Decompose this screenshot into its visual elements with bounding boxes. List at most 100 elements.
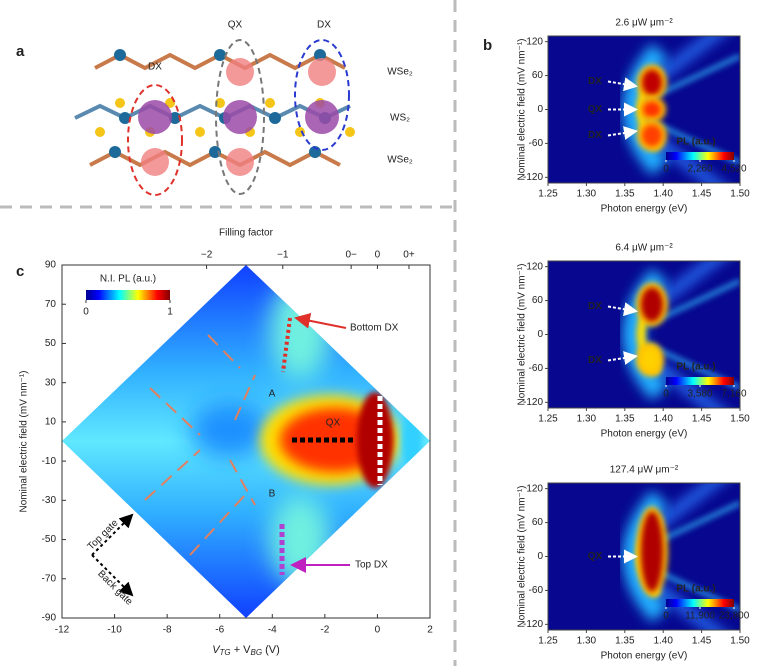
guide-line [149, 387, 201, 436]
y-axis-label: Nominal electric field (mV nm⁻¹) [517, 486, 528, 628]
x-axis-label-part: + V [231, 644, 252, 656]
top-axis-label: Filling factor [219, 228, 274, 239]
y-tick-label: 70 [45, 299, 57, 310]
annotation-arrow [294, 312, 347, 329]
y-tick-label: -60 [529, 585, 544, 596]
colorbar [86, 290, 170, 300]
x-axis-label-part: TG [220, 648, 231, 657]
x-tick-label: 1.45 [692, 189, 712, 200]
panel-label: a [16, 43, 25, 60]
x-tick-label: 1.30 [577, 189, 597, 200]
colorbar [666, 599, 734, 607]
x-axis-label-part: (V) [262, 644, 280, 656]
exciton-label: DX [588, 76, 602, 87]
exciton-label: QX [588, 104, 603, 115]
colorbar-tick-label: 23,800 [719, 611, 750, 622]
y-tick-label: 60 [532, 295, 544, 306]
top-tick-label: −2 [201, 250, 213, 261]
y-tick-label: 60 [532, 70, 544, 81]
heatmap-feature [270, 280, 330, 380]
plot-title: 6.4 μW μm⁻² [615, 243, 673, 254]
x-axis-label-part: BG [251, 648, 263, 657]
heatmap-feature [270, 495, 330, 585]
x-axis-label: Photon energy (eV) [601, 204, 688, 215]
y-tick-label: -30 [42, 495, 57, 506]
x-tick-label: 1.40 [653, 189, 673, 200]
x-tick-label: 2 [427, 625, 433, 636]
x-tick-label: -4 [268, 625, 277, 636]
emission-peak [641, 287, 663, 322]
x-tick-label: -10 [107, 625, 122, 636]
colorbar-tick-label: 7,160 [721, 389, 746, 400]
y-tick-label: -90 [42, 613, 57, 624]
colorbar-tick-label: 0 [83, 307, 89, 318]
guide-line [144, 449, 201, 501]
colorbar-tick-label: 0 [663, 164, 669, 175]
colorbar-tick-label: 11,900 [685, 611, 715, 622]
x-tick-label: 1.50 [730, 636, 750, 647]
y-tick-label: 120 [526, 483, 543, 494]
y-tick-label: -10 [42, 456, 57, 467]
y-axis-label: Nominal electric field (mV nm⁻¹) [517, 264, 528, 406]
colorbar [666, 377, 734, 385]
y-tick-label: 0 [537, 551, 543, 562]
annotation: Back gate [95, 568, 135, 608]
top-tick-label: 0+ [403, 250, 415, 261]
y-tick-label: -120 [523, 619, 543, 630]
heatmap-feature [357, 392, 393, 488]
annotation: Top DX [355, 560, 388, 571]
annotation: A [269, 389, 276, 400]
layer-label: WS₂ [390, 113, 410, 124]
x-tick-label: 1.45 [692, 414, 712, 425]
heatmap-feature [402, 410, 422, 470]
colorbar-label: PL (a.u.) [676, 137, 715, 148]
plot-frame [61, 264, 431, 619]
guide-line [229, 459, 256, 506]
x-tick-label: -6 [215, 625, 224, 636]
x-tick-label: -8 [163, 625, 172, 636]
x-tick-label: 1.35 [615, 189, 635, 200]
x-tick-label: 1.50 [730, 414, 750, 425]
y-axis-label: Nominal electric field (mV nm⁻¹) [19, 371, 30, 513]
emission-peak [642, 69, 662, 96]
heatmap-feature [190, 402, 270, 458]
colorbar-tick-label: 3,580 [687, 389, 712, 400]
x-tick-label: 1.25 [538, 189, 558, 200]
heatmap [548, 36, 740, 183]
heterostructure-diagram [74, 39, 355, 196]
exciton-label: DX [148, 62, 162, 73]
y-tick-label: 120 [526, 36, 543, 47]
x-tick-label: 1.40 [653, 636, 673, 647]
y-tick-label: 0 [537, 104, 543, 115]
y-tick-label: 30 [45, 377, 57, 388]
x-axis-label: VTG + VBG (V) [212, 644, 280, 657]
layer-label: WSe₂ [387, 155, 413, 166]
y-axis-label: Nominal electric field (mV nm⁻¹) [517, 39, 528, 181]
y-tick-label: 60 [532, 517, 544, 528]
y-tick-label: -60 [529, 138, 544, 149]
y-tick-label: 120 [526, 261, 543, 272]
layer-label: WSe₂ [387, 67, 413, 78]
top-tick-label: 0 [375, 250, 381, 261]
x-tick-label: -2 [320, 625, 329, 636]
y-tick-label: -50 [42, 534, 57, 545]
exciton-label: QX [228, 20, 243, 31]
colorbar [666, 152, 734, 160]
x-tick-label: 1.25 [538, 414, 558, 425]
colorbar-label: N.I. PL (a.u.) [100, 274, 156, 285]
annotation: Bottom DX [350, 323, 399, 334]
annotation: B [269, 489, 276, 500]
x-axis-label-part: V [212, 644, 221, 656]
colorbar-label: PL (a.u.) [676, 362, 715, 373]
plot-title: 2.6 μW μm⁻² [615, 18, 673, 29]
exciton-label: DX [317, 20, 331, 31]
x-tick-label: 1.30 [577, 414, 597, 425]
guide-line [189, 494, 246, 556]
x-axis-label: Photon energy (eV) [601, 429, 688, 440]
emission-peak [641, 511, 663, 592]
colorbar-label: PL (a.u.) [676, 584, 715, 595]
colorbar-tick-label: 1 [167, 307, 173, 318]
emission-peak [642, 124, 662, 147]
x-tick-label: 1.45 [692, 636, 712, 647]
x-tick-label: 1.35 [615, 636, 635, 647]
